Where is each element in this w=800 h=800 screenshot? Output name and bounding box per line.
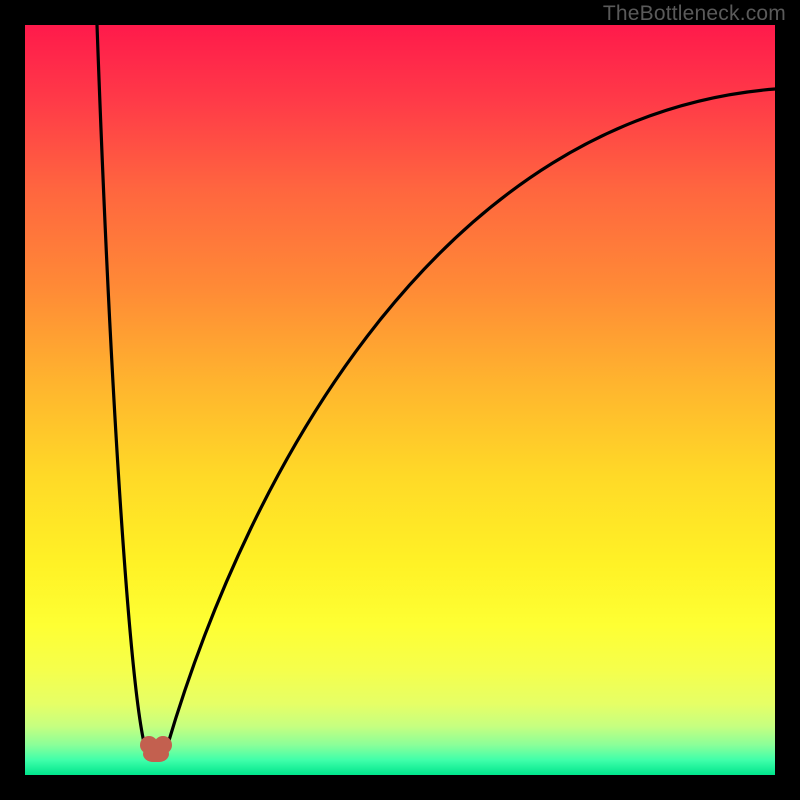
chart-frame <box>25 25 775 775</box>
page-root: TheBottleneck.com <box>0 0 800 800</box>
plot-area <box>25 25 775 775</box>
watermark-text: TheBottleneck.com <box>603 2 786 26</box>
optimal-marker-icon <box>136 728 176 768</box>
bottleneck-curve <box>25 25 775 775</box>
